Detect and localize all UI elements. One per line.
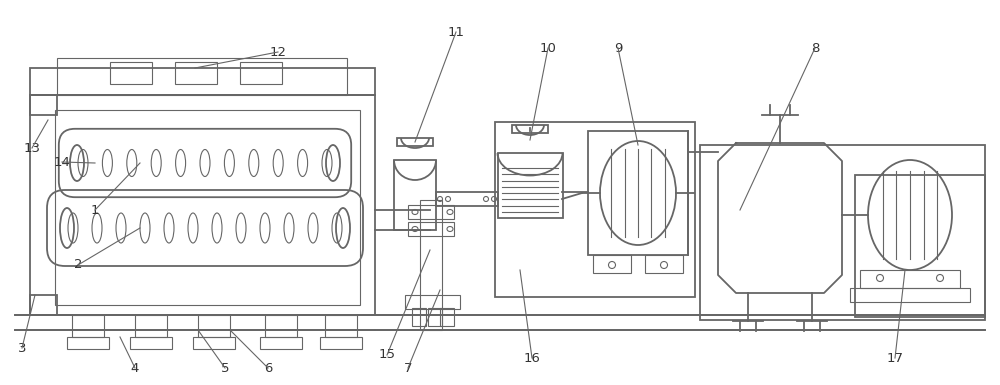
Bar [30,68,375,95]
Text: 14: 14 [54,156,70,169]
Text: 5: 5 [221,362,229,375]
Bar [440,308,454,326]
Bar [405,295,460,309]
Bar [850,288,970,302]
Text: 9: 9 [614,42,622,55]
Bar [593,255,631,273]
Bar [265,315,297,337]
Bar [512,125,548,133]
Bar [135,315,167,337]
Bar [495,122,695,297]
Bar [860,270,960,288]
Bar [408,205,454,219]
Bar [436,192,498,206]
Bar [193,337,235,349]
Bar [397,138,433,146]
Bar [57,58,347,95]
Bar [55,110,360,305]
Text: 16: 16 [524,352,540,365]
Bar [30,95,375,315]
Bar [394,160,436,230]
Text: 10: 10 [540,42,556,55]
Bar [700,145,985,320]
Bar [428,308,442,326]
Bar [198,315,230,337]
Text: 7: 7 [404,362,412,375]
Text: 6: 6 [264,362,272,375]
Text: 11: 11 [448,25,464,38]
Bar [645,255,683,273]
Bar [588,131,688,255]
Bar [420,200,442,330]
Bar [855,175,985,317]
Bar [240,62,282,84]
Text: 4: 4 [131,362,139,375]
Text: 12: 12 [270,45,287,59]
Bar [408,222,454,236]
Bar [110,62,152,84]
Bar [67,337,109,349]
Bar [260,337,302,349]
Bar [320,337,362,349]
Text: 13: 13 [24,142,41,154]
Bar [325,315,357,337]
Bar [130,337,172,349]
Text: 2: 2 [74,258,82,271]
Text: 15: 15 [379,348,396,362]
Text: 1: 1 [91,204,99,216]
Bar [498,153,563,218]
Bar [72,315,104,337]
Bar [412,308,426,326]
Text: 3: 3 [18,341,26,355]
Bar [175,62,217,84]
Text: 17: 17 [886,352,903,365]
Text: 8: 8 [811,42,819,55]
